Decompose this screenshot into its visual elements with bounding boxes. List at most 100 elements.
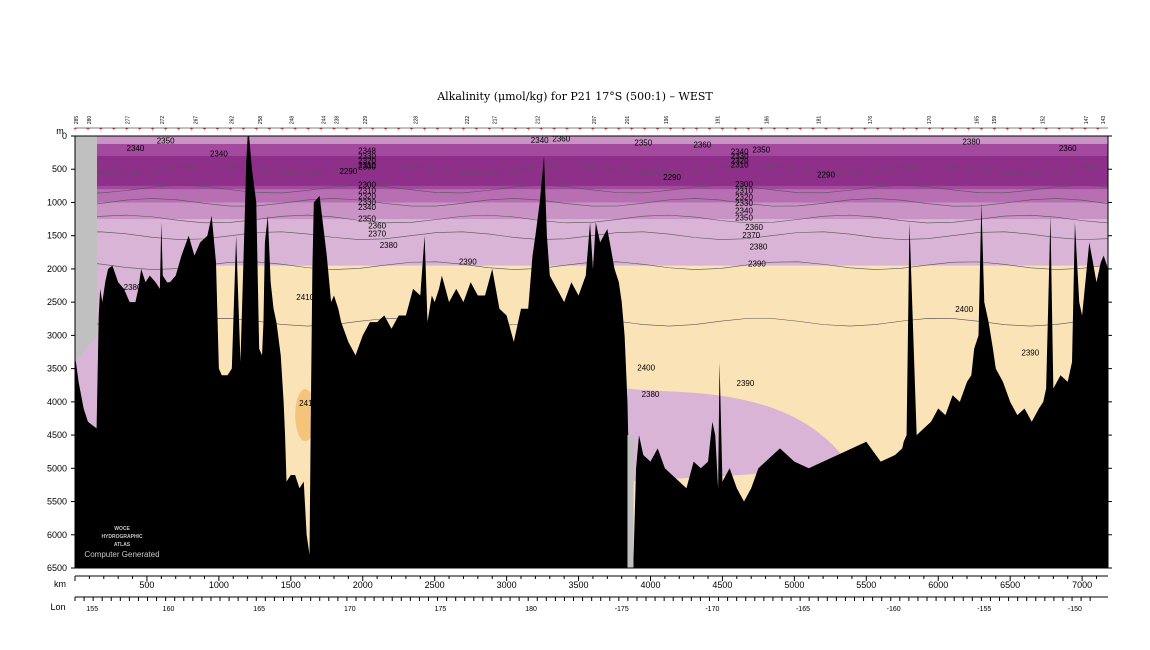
y-tick-label: 0 — [62, 131, 67, 141]
station-number: 212 — [536, 116, 542, 125]
contour-label: 2390 — [748, 260, 766, 269]
contour-label: 2330 — [735, 199, 753, 208]
contour-label: 2350 — [358, 214, 376, 223]
contour-label: 2380 — [124, 283, 142, 292]
distance-unit-label: km — [54, 579, 66, 589]
station-cast-mark: + — [656, 127, 660, 133]
x-tick-label: 3000 — [497, 580, 517, 590]
station-cast-mark: + — [617, 127, 621, 133]
lon-tick-label: -155 — [977, 606, 991, 613]
station-cast-mark: + — [565, 127, 569, 133]
contour-label: 2348 — [358, 147, 376, 156]
lon-tick-label: -160 — [887, 606, 901, 613]
x-tick-label: 4000 — [640, 580, 660, 590]
station-cast-mark: + — [876, 127, 880, 133]
contour-label: 2340 — [731, 147, 749, 156]
contour-label: 2340 — [358, 203, 376, 212]
lon-tick-label: -175 — [615, 606, 629, 613]
station-cast-mark: + — [1096, 127, 1100, 133]
x-tick-label: 1500 — [281, 580, 301, 590]
y-tick-label: 5500 — [47, 497, 67, 507]
contour-line — [75, 214, 1108, 224]
contour-label: 2330 — [358, 198, 376, 207]
station-number: 147 — [1084, 116, 1090, 125]
station-cast-mark: + — [928, 127, 932, 133]
y-tick-label: 1000 — [47, 197, 67, 207]
x-tick-label: 7000 — [1072, 580, 1092, 590]
y-tick-label: 1500 — [47, 231, 67, 241]
y-tick-label: 6500 — [47, 563, 67, 573]
lon-tick-label: 165 — [253, 606, 265, 613]
y-tick-label: 2000 — [47, 264, 67, 274]
station-cast-mark: + — [980, 127, 984, 133]
station-cast-mark: + — [280, 127, 284, 133]
station-number: 186 — [764, 116, 770, 125]
lon-tick-label: 155 — [86, 606, 98, 613]
lon-tick-label: 180 — [525, 606, 537, 613]
station-cast-mark: + — [177, 127, 181, 133]
station-number: 217 — [493, 116, 499, 125]
contour-label: 2310 — [735, 186, 753, 195]
x-tick-label: 3500 — [569, 580, 589, 590]
station-cast-mark: + — [138, 127, 142, 133]
y-tick-label: 3500 — [47, 364, 67, 374]
contour-label: 2360 — [693, 141, 711, 150]
contour-label: 2370 — [368, 230, 386, 239]
station-number: 262 — [229, 116, 235, 125]
y-tick-label: 4000 — [47, 397, 67, 407]
contour-label: 2300 — [358, 181, 376, 190]
station-cast-mark: + — [695, 127, 699, 133]
station-cast-mark: + — [811, 127, 815, 133]
station-cast-mark: + — [578, 127, 582, 133]
band-2280-2300 — [75, 155, 1108, 186]
lon-tick-label: -170 — [705, 606, 719, 613]
contour-label: 2380 — [642, 390, 660, 399]
contour-label: 2340 — [531, 136, 549, 145]
contour-label: 2410 — [296, 293, 314, 302]
station-cast-mark: + — [954, 127, 958, 133]
x-tick-label: 6000 — [928, 580, 948, 590]
contour-label: 2410 — [299, 399, 317, 408]
x-tick-label: 4500 — [712, 580, 732, 590]
band-2360-deep-east — [627, 388, 852, 482]
station-number: 285 — [74, 116, 80, 125]
y-tick-label: 500 — [52, 164, 67, 174]
station-cast-mark: + — [1044, 127, 1048, 133]
station-markers: + + + + + + + + + + + + + + + + + + + + + + + + + + + + + + + + + + + + + + + +… — [73, 116, 1108, 133]
station-cast-mark: + — [332, 127, 336, 133]
station-cast-mark: + — [591, 127, 595, 133]
station-number: 143 — [1101, 116, 1107, 125]
station-number: 222 — [465, 116, 471, 125]
station-number: 244 — [321, 116, 327, 125]
contour-label: 2390 — [1021, 349, 1039, 358]
station-cast-mark: + — [824, 127, 828, 133]
x-tick-label: 5500 — [856, 580, 876, 590]
station-cast-mark: + — [850, 127, 854, 133]
contour-label: 2370 — [742, 231, 760, 240]
station-cast-mark: + — [539, 127, 543, 133]
contour-label: 2350 — [752, 145, 770, 154]
station-number: 267 — [193, 116, 199, 125]
land-mask — [75, 136, 97, 362]
station-cast-mark: + — [462, 127, 466, 133]
station-cast-mark: + — [513, 127, 517, 133]
station-number: 176 — [868, 116, 874, 125]
watermark-line: WOCE — [114, 526, 130, 532]
x-tick-label: 5000 — [784, 580, 804, 590]
station-cast-mark: + — [1031, 127, 1035, 133]
watermark-line: HYDROGRAPHIC — [101, 534, 143, 540]
lon-tick-label: 175 — [435, 606, 447, 613]
land-mask-trench — [627, 435, 634, 568]
station-cast-mark: + — [915, 127, 919, 133]
contour-label: 2300 — [358, 163, 376, 172]
station-cast-mark: + — [734, 127, 738, 133]
station-cast-mark: + — [721, 127, 725, 133]
contour-label: 2390 — [459, 258, 477, 267]
station-number: 229 — [363, 116, 369, 125]
contour-label: 2350 — [634, 139, 652, 148]
y-tick-label: 3000 — [47, 330, 67, 340]
station-number: 159 — [992, 116, 998, 125]
station-cast-mark: + — [99, 127, 103, 133]
station-cast-mark: + — [747, 127, 751, 133]
